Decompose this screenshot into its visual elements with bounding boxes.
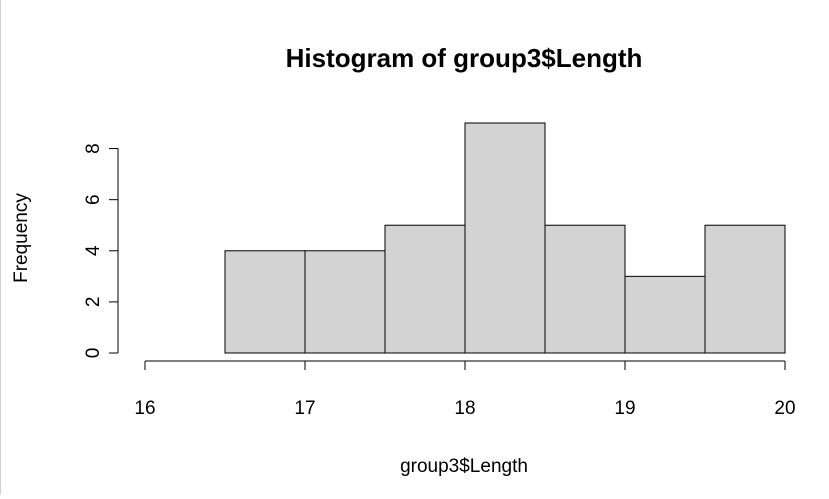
y-tick-label: 6: [83, 194, 104, 205]
histogram-bar-6: [624, 275, 706, 354]
y-axis-label: Frequency: [11, 193, 32, 283]
histogram-bar-5: [544, 224, 626, 354]
y-axis: 0 2 4 6 8: [83, 143, 119, 359]
y-tick-label: 4: [83, 245, 104, 256]
x-tick-label: 18: [454, 398, 475, 419]
x-tick-label: 17: [294, 398, 315, 419]
x-axis: 16 17 18 19 20: [134, 360, 796, 419]
bars-group: [224, 122, 786, 354]
left-border: [0, 0, 1, 494]
x-tick-label: 20: [774, 398, 795, 419]
histogram-bar-7: [704, 224, 786, 354]
histogram-bar-2: [304, 250, 386, 354]
histogram-bar-1: [224, 250, 306, 354]
x-tick-label: 19: [614, 398, 635, 419]
histogram-bar-3: [384, 224, 466, 354]
y-tick-label: 2: [83, 297, 104, 308]
x-tick-label: 16: [134, 398, 155, 419]
chart-title: Histogram of group3$Length: [286, 43, 643, 73]
histogram-bar-4: [464, 122, 546, 354]
y-tick-label: 8: [83, 143, 104, 154]
x-axis-label: group3$Length: [400, 456, 528, 477]
y-tick-label: 0: [83, 348, 104, 359]
